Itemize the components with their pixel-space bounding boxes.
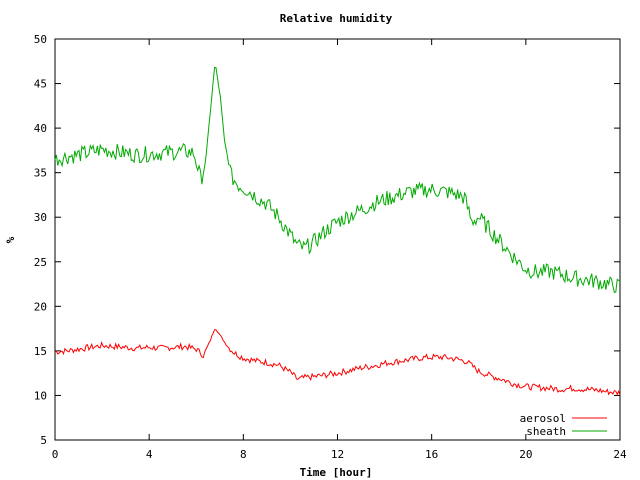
x-tick-label: 4: [146, 448, 153, 461]
y-tick-label: 45: [34, 78, 47, 91]
y-tick-label: 20: [34, 300, 47, 313]
series-line-sheath: [54, 66, 621, 293]
x-tick-label: 24: [613, 448, 627, 461]
plot-border: [54, 38, 621, 441]
x-axis-label: Time [hour]: [300, 466, 373, 479]
x-tick-label: 16: [425, 448, 438, 461]
x-tick-label: 20: [519, 448, 532, 461]
y-tick-label: 50: [34, 33, 47, 46]
legend-label: aerosol: [520, 412, 566, 425]
y-tick-label: 25: [34, 256, 47, 269]
y-tick-label: 5: [40, 434, 47, 447]
x-tick-label: 12: [331, 448, 344, 461]
y-tick-label: 10: [34, 389, 47, 402]
y-tick-label: 30: [34, 211, 47, 224]
chart-title: Relative humidity: [280, 12, 393, 25]
legend-label: sheath: [526, 425, 566, 438]
y-tick-label: 35: [34, 167, 47, 180]
plot-area: 0 4 8 12 16 20 24 5 10 15 20 25 30 35 40 45 50 aerosolshe…: [34, 33, 627, 461]
y-tick-label: 40: [34, 122, 47, 135]
series-line-aerosol: [54, 329, 621, 396]
y-axis-label: %: [4, 236, 17, 243]
x-tick-label: 0: [52, 448, 59, 461]
x-tick-label: 8: [240, 448, 247, 461]
y-tick-label: 15: [34, 345, 47, 358]
